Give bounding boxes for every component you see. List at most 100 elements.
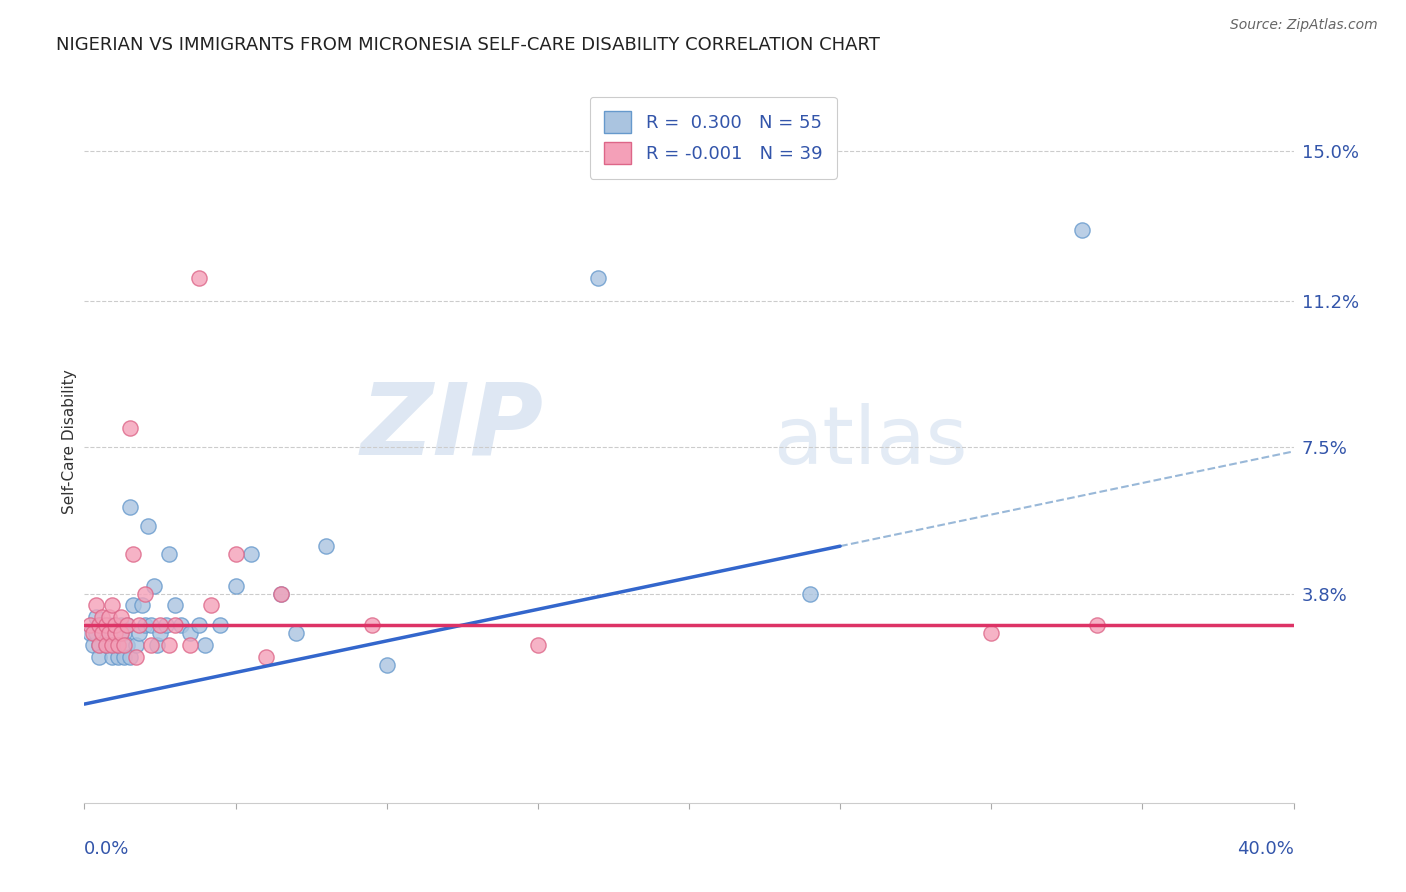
Point bbox=[110, 626, 132, 640]
Point bbox=[285, 626, 308, 640]
Point bbox=[209, 618, 232, 632]
Point bbox=[588, 270, 610, 285]
Point bbox=[94, 626, 117, 640]
Point bbox=[110, 618, 132, 632]
Point bbox=[157, 638, 180, 652]
Text: NIGERIAN VS IMMIGRANTS FROM MICRONESIA SELF-CARE DISABILITY CORRELATION CHART: NIGERIAN VS IMMIGRANTS FROM MICRONESIA S… bbox=[56, 36, 880, 54]
Point bbox=[97, 610, 120, 624]
Point bbox=[139, 638, 162, 652]
Point bbox=[86, 610, 108, 624]
Point bbox=[225, 547, 247, 561]
Point bbox=[112, 638, 135, 652]
Point bbox=[94, 638, 117, 652]
Point bbox=[104, 618, 127, 632]
Point bbox=[799, 586, 821, 600]
Point bbox=[139, 618, 162, 632]
Point bbox=[89, 618, 111, 632]
Point bbox=[100, 649, 122, 664]
Point bbox=[79, 626, 101, 640]
Point bbox=[86, 626, 108, 640]
Point bbox=[165, 618, 187, 632]
Point bbox=[128, 618, 150, 632]
Point bbox=[100, 638, 122, 652]
Point bbox=[89, 638, 111, 652]
Y-axis label: Self-Care Disability: Self-Care Disability bbox=[62, 369, 77, 514]
Point bbox=[194, 638, 217, 652]
Point bbox=[82, 626, 104, 640]
Point bbox=[121, 547, 143, 561]
Point bbox=[131, 599, 153, 613]
Point bbox=[112, 649, 135, 664]
Point bbox=[91, 618, 114, 632]
Point bbox=[200, 599, 222, 613]
Legend: R =  0.300   N = 55, R = -0.001   N = 39: R = 0.300 N = 55, R = -0.001 N = 39 bbox=[589, 96, 837, 178]
Point bbox=[375, 657, 398, 672]
Point bbox=[89, 618, 111, 632]
Point bbox=[254, 649, 277, 664]
Point bbox=[89, 649, 111, 664]
Point bbox=[128, 626, 150, 640]
Point bbox=[1085, 618, 1108, 632]
Point bbox=[107, 649, 129, 664]
Point bbox=[142, 579, 165, 593]
Point bbox=[118, 649, 141, 664]
Point bbox=[82, 638, 104, 652]
Point bbox=[97, 618, 120, 632]
Point bbox=[188, 270, 211, 285]
Point bbox=[527, 638, 550, 652]
Point bbox=[315, 539, 337, 553]
Point bbox=[980, 626, 1002, 640]
Point bbox=[89, 638, 111, 652]
Point bbox=[112, 626, 135, 640]
Point bbox=[1071, 223, 1094, 237]
Point bbox=[94, 638, 117, 652]
Text: Source: ZipAtlas.com: Source: ZipAtlas.com bbox=[1230, 18, 1378, 32]
Point bbox=[149, 618, 172, 632]
Point bbox=[100, 599, 122, 613]
Point bbox=[121, 599, 143, 613]
Point bbox=[188, 618, 211, 632]
Point bbox=[97, 626, 120, 640]
Point bbox=[104, 638, 127, 652]
Point bbox=[94, 618, 117, 632]
Point bbox=[104, 626, 127, 640]
Point bbox=[107, 638, 129, 652]
Point bbox=[97, 638, 120, 652]
Point bbox=[110, 610, 132, 624]
Point bbox=[170, 618, 193, 632]
Text: ZIP: ZIP bbox=[361, 378, 544, 475]
Point bbox=[91, 610, 114, 624]
Point bbox=[125, 649, 148, 664]
Point bbox=[225, 579, 247, 593]
Point bbox=[146, 638, 169, 652]
Point bbox=[104, 618, 127, 632]
Point bbox=[91, 626, 114, 640]
Point bbox=[110, 626, 132, 640]
Text: 40.0%: 40.0% bbox=[1237, 840, 1294, 858]
Point bbox=[155, 618, 177, 632]
Point bbox=[270, 586, 292, 600]
Point bbox=[91, 626, 114, 640]
Point bbox=[86, 599, 108, 613]
Text: atlas: atlas bbox=[773, 402, 967, 481]
Point bbox=[100, 626, 122, 640]
Point bbox=[134, 618, 156, 632]
Point bbox=[118, 421, 141, 435]
Point bbox=[179, 638, 201, 652]
Point bbox=[118, 500, 141, 514]
Point bbox=[136, 519, 159, 533]
Point bbox=[239, 547, 262, 561]
Point bbox=[270, 586, 292, 600]
Point bbox=[360, 618, 382, 632]
Point bbox=[157, 547, 180, 561]
Text: 0.0%: 0.0% bbox=[84, 840, 129, 858]
Point bbox=[104, 626, 127, 640]
Point bbox=[165, 599, 187, 613]
Point bbox=[115, 638, 138, 652]
Point bbox=[149, 626, 172, 640]
Point bbox=[134, 586, 156, 600]
Point bbox=[115, 618, 138, 632]
Point bbox=[115, 618, 138, 632]
Point bbox=[179, 626, 201, 640]
Point bbox=[107, 638, 129, 652]
